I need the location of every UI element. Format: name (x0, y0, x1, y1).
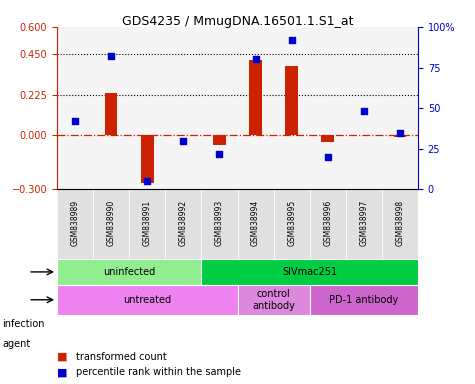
FancyBboxPatch shape (57, 259, 201, 285)
Text: uninfected: uninfected (103, 267, 155, 277)
Bar (141, 135, 153, 183)
Point (180, 137, 187, 144)
Text: control
antibody: control antibody (252, 289, 295, 311)
Text: infection: infection (2, 319, 45, 329)
FancyBboxPatch shape (57, 285, 238, 315)
Point (324, 154, 332, 160)
Text: transformed count: transformed count (76, 352, 167, 362)
Bar (213, 135, 226, 145)
Text: GSM838989: GSM838989 (71, 200, 79, 246)
FancyBboxPatch shape (93, 189, 129, 259)
Text: agent: agent (2, 339, 30, 349)
Point (216, 151, 223, 157)
Text: GSM838991: GSM838991 (143, 200, 152, 246)
FancyBboxPatch shape (382, 189, 418, 259)
Text: PD-1 antibody: PD-1 antibody (329, 295, 399, 305)
Text: GSM838993: GSM838993 (215, 200, 224, 246)
FancyBboxPatch shape (201, 189, 238, 259)
Text: percentile rank within the sample: percentile rank within the sample (76, 367, 241, 377)
Text: GSM838990: GSM838990 (107, 200, 115, 246)
Point (360, 108, 368, 114)
Text: GSM838998: GSM838998 (396, 200, 404, 246)
Point (252, 56, 259, 63)
FancyBboxPatch shape (274, 189, 310, 259)
Bar (322, 135, 334, 142)
Text: ■: ■ (57, 367, 67, 377)
FancyBboxPatch shape (57, 189, 93, 259)
FancyBboxPatch shape (346, 189, 382, 259)
Point (143, 178, 151, 184)
FancyBboxPatch shape (238, 285, 310, 315)
FancyBboxPatch shape (238, 189, 274, 259)
Point (71, 118, 79, 124)
FancyBboxPatch shape (201, 259, 418, 285)
Text: GSM838995: GSM838995 (287, 200, 296, 246)
FancyBboxPatch shape (129, 189, 165, 259)
Text: SIVmac251: SIVmac251 (282, 267, 337, 277)
Bar (105, 93, 117, 135)
Text: untreated: untreated (123, 295, 171, 305)
Text: GDS4235 / MmugDNA.16501.1.S1_at: GDS4235 / MmugDNA.16501.1.S1_at (122, 15, 353, 28)
FancyBboxPatch shape (310, 189, 346, 259)
Point (396, 129, 404, 136)
Bar (285, 66, 298, 135)
Point (288, 37, 295, 43)
FancyBboxPatch shape (165, 189, 201, 259)
Bar (249, 60, 262, 135)
Point (107, 53, 115, 59)
Text: ■: ■ (57, 352, 67, 362)
FancyBboxPatch shape (310, 285, 418, 315)
Bar (394, 135, 406, 137)
Text: GSM838997: GSM838997 (360, 200, 368, 246)
Text: GSM838992: GSM838992 (179, 200, 188, 246)
Text: GSM838994: GSM838994 (251, 200, 260, 246)
Text: GSM838996: GSM838996 (323, 200, 332, 246)
